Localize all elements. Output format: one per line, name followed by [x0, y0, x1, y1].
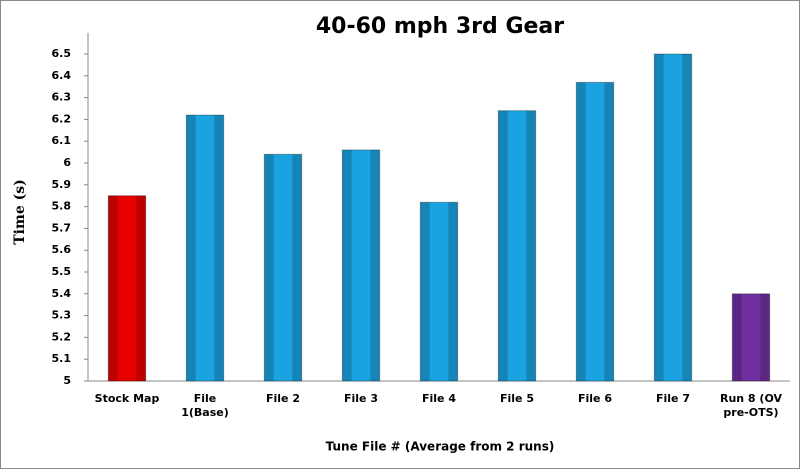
bar	[653, 53, 693, 382]
bar	[497, 110, 537, 382]
x-tick-wrap: File 6	[578, 392, 612, 405]
y-tick-label: 5.7	[52, 221, 72, 234]
x-tick-label: File 6	[578, 392, 612, 405]
bar-shade	[292, 154, 302, 381]
x-tick-label: File 5	[500, 392, 534, 405]
y-tick-label: 5.5	[52, 265, 72, 278]
bar-shade	[108, 195, 118, 381]
bar-shade	[732, 293, 742, 381]
x-tick-wrap: Stock Map	[94, 392, 160, 405]
x-tick-label: File 2	[266, 392, 300, 405]
bar-shade	[576, 82, 586, 381]
x-tick-label: File 4	[422, 392, 456, 405]
bar-shade	[448, 202, 458, 381]
bar	[419, 201, 459, 382]
x-tick-wrap: Run 8 (OV pre-OTS)	[719, 392, 783, 419]
y-axis-label: Time (s)	[12, 179, 28, 244]
bar-shade	[186, 115, 196, 381]
x-tick-wrap: File 2	[266, 392, 300, 405]
bar-shade	[420, 202, 430, 381]
y-tick-label: 5	[63, 374, 71, 387]
x-tick-label: Stock Map	[94, 392, 160, 405]
bar-shade	[526, 110, 536, 382]
x-tick-label: File 3	[344, 392, 378, 405]
x-tick-wrap: File 4	[422, 392, 456, 405]
bar-shade	[264, 154, 274, 381]
y-tick-label: 6	[63, 156, 71, 169]
y-tick-label: 5.9	[52, 178, 72, 191]
x-tick-wrap: File 5	[500, 392, 534, 405]
bar	[107, 195, 147, 382]
bar	[731, 293, 771, 382]
bar	[575, 81, 615, 382]
y-tick-label: 5.8	[52, 200, 72, 213]
x-tick-label: Run 8 (OV pre-OTS)	[719, 392, 783, 419]
y-tick-label: 6.1	[52, 134, 72, 147]
bar-shade	[370, 149, 380, 381]
bar	[185, 114, 225, 382]
x-tick-label: File 1(Base)	[181, 392, 229, 419]
x-tick-wrap: File 1(Base)	[181, 392, 229, 419]
y-tick-label: 5.6	[52, 243, 72, 256]
bar-shade	[498, 110, 508, 382]
x-axis-label: Tune File # (Average from 2 runs)	[326, 440, 555, 454]
y-tick-label: 6.5	[52, 47, 72, 60]
bar	[341, 149, 381, 382]
bar	[263, 153, 303, 382]
y-tick-label: 6.2	[52, 112, 72, 125]
bar-shade	[760, 293, 770, 381]
x-tick-wrap: File 7	[656, 392, 690, 405]
x-tick-wrap: File 3	[344, 392, 378, 405]
y-tick-label: 5.3	[52, 309, 72, 322]
chart-title: 40-60 mph 3rd Gear	[316, 14, 564, 39]
y-tick-label: 5.1	[52, 352, 72, 365]
bar-shade	[342, 149, 352, 381]
bar-shade	[136, 195, 146, 381]
bar-shade	[214, 115, 224, 381]
bar-shade	[654, 54, 664, 381]
y-tick-label: 6.3	[52, 91, 72, 104]
y-tick-label: 5.4	[52, 287, 72, 300]
bar-shade	[604, 82, 614, 381]
x-tick-label: File 7	[656, 392, 690, 405]
bar-shade	[682, 54, 692, 381]
y-tick-label: 6.4	[52, 69, 72, 82]
y-tick-label: 5.2	[52, 330, 72, 343]
